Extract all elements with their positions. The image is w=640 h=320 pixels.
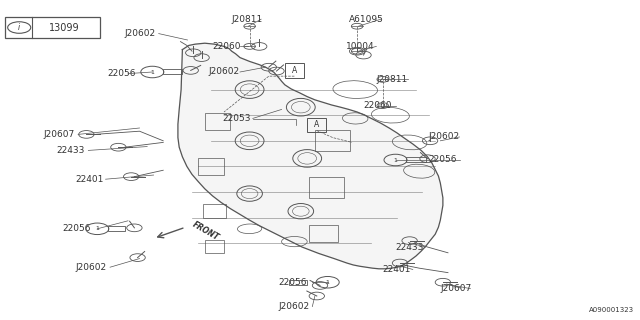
Text: 1: 1 [394, 157, 397, 163]
Text: J20607: J20607 [44, 130, 75, 139]
Text: 10004: 10004 [346, 42, 374, 51]
Text: 22056: 22056 [108, 69, 136, 78]
Text: 1: 1 [326, 280, 330, 285]
Text: A090001323: A090001323 [588, 307, 634, 313]
Bar [108, 226, 125, 231]
Text: 22401: 22401 [383, 265, 411, 274]
Text: J20602: J20602 [208, 68, 239, 76]
Text: 22433: 22433 [56, 146, 84, 155]
Bar [198, 158, 224, 175]
Text: FRONT: FRONT [191, 220, 221, 242]
Text: 22056: 22056 [278, 278, 307, 287]
Text: J20602: J20602 [76, 263, 107, 272]
Text: 22053: 22053 [223, 114, 252, 123]
Bar [163, 69, 182, 74]
Text: J20602: J20602 [429, 132, 460, 141]
Text: 22401: 22401 [76, 175, 104, 184]
Text: 22433: 22433 [396, 243, 424, 252]
Polygon shape [178, 43, 443, 269]
Text: A: A [314, 120, 319, 129]
Text: 13099: 13099 [49, 22, 79, 33]
Text: 22060: 22060 [212, 42, 241, 51]
Bar [307, 117, 326, 132]
Text: 1: 1 [150, 69, 154, 75]
Text: J20602: J20602 [278, 302, 310, 311]
Text: 1: 1 [95, 226, 99, 231]
Text: i: i [18, 23, 20, 32]
Bar [205, 240, 224, 253]
Bar [315, 131, 351, 151]
Bar [204, 204, 226, 218]
Bar [285, 63, 304, 77]
Bar [309, 177, 344, 198]
Text: 22056: 22056 [429, 156, 458, 164]
Bar [205, 113, 230, 130]
Text: J20602: J20602 [125, 29, 156, 38]
Bar [289, 280, 307, 285]
Bar [309, 225, 338, 243]
Text: J20811: J20811 [232, 15, 263, 24]
Text: 22056: 22056 [63, 224, 92, 233]
Text: J20811: J20811 [376, 75, 408, 84]
Bar [5, 17, 100, 38]
Text: 22060: 22060 [364, 101, 392, 110]
Text: A: A [292, 66, 297, 75]
Text: A61095: A61095 [349, 15, 383, 24]
Bar [406, 157, 426, 162]
Text: J20607: J20607 [440, 284, 472, 293]
